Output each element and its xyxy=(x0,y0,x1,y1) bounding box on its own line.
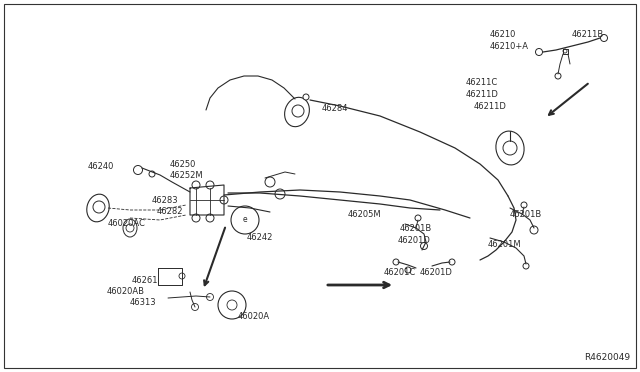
Text: 46242: 46242 xyxy=(247,233,273,242)
Circle shape xyxy=(393,259,399,265)
Circle shape xyxy=(415,215,421,221)
Text: 46201B: 46201B xyxy=(400,224,432,233)
Text: 46284: 46284 xyxy=(322,104,349,113)
Circle shape xyxy=(523,263,529,269)
Text: 46201D: 46201D xyxy=(420,268,453,277)
Text: 46201M: 46201M xyxy=(488,240,522,249)
Text: 46020A: 46020A xyxy=(238,312,270,321)
Circle shape xyxy=(218,291,246,319)
Ellipse shape xyxy=(123,219,137,237)
Circle shape xyxy=(206,214,214,222)
Circle shape xyxy=(207,294,214,301)
Circle shape xyxy=(93,201,105,213)
Circle shape xyxy=(149,171,155,177)
Text: 46020AC: 46020AC xyxy=(108,219,146,228)
Circle shape xyxy=(503,141,517,155)
Text: 46252M: 46252M xyxy=(170,171,204,180)
Circle shape xyxy=(179,273,185,279)
Text: 46261: 46261 xyxy=(132,276,159,285)
Text: 46211B: 46211B xyxy=(572,30,604,39)
Circle shape xyxy=(191,304,198,311)
Text: 46211D: 46211D xyxy=(474,102,507,111)
Text: 46313: 46313 xyxy=(130,298,157,307)
Text: 46240: 46240 xyxy=(88,162,115,171)
Circle shape xyxy=(530,226,538,234)
Text: 46211D: 46211D xyxy=(466,90,499,99)
Circle shape xyxy=(275,189,285,199)
Circle shape xyxy=(134,166,143,174)
Text: 46201D: 46201D xyxy=(398,236,431,245)
Text: 46210+A: 46210+A xyxy=(490,42,529,51)
Ellipse shape xyxy=(285,97,309,127)
Circle shape xyxy=(227,300,237,310)
Text: 46250: 46250 xyxy=(170,160,196,169)
Ellipse shape xyxy=(87,194,109,222)
Circle shape xyxy=(536,48,543,55)
Text: 46020AB: 46020AB xyxy=(107,287,145,296)
Ellipse shape xyxy=(496,131,524,165)
Circle shape xyxy=(521,202,527,208)
Circle shape xyxy=(449,259,455,265)
Text: 46201B: 46201B xyxy=(510,210,542,219)
Text: 46205M: 46205M xyxy=(348,210,381,219)
Circle shape xyxy=(206,181,214,189)
Text: 46211C: 46211C xyxy=(466,78,499,87)
Circle shape xyxy=(555,73,561,79)
Circle shape xyxy=(292,105,304,117)
Text: 46201C: 46201C xyxy=(384,268,416,277)
Circle shape xyxy=(192,214,200,222)
Circle shape xyxy=(126,224,134,232)
Circle shape xyxy=(265,177,275,187)
Circle shape xyxy=(405,267,411,273)
Circle shape xyxy=(600,35,607,42)
Text: R4620049: R4620049 xyxy=(584,353,630,362)
Circle shape xyxy=(192,181,200,189)
Circle shape xyxy=(231,206,259,234)
Circle shape xyxy=(220,196,228,204)
Circle shape xyxy=(303,94,309,100)
Text: 46282: 46282 xyxy=(157,207,184,216)
Circle shape xyxy=(420,243,428,250)
Circle shape xyxy=(563,49,567,53)
Text: e: e xyxy=(243,215,247,224)
Text: 46283: 46283 xyxy=(152,196,179,205)
Text: 46210: 46210 xyxy=(490,30,516,39)
